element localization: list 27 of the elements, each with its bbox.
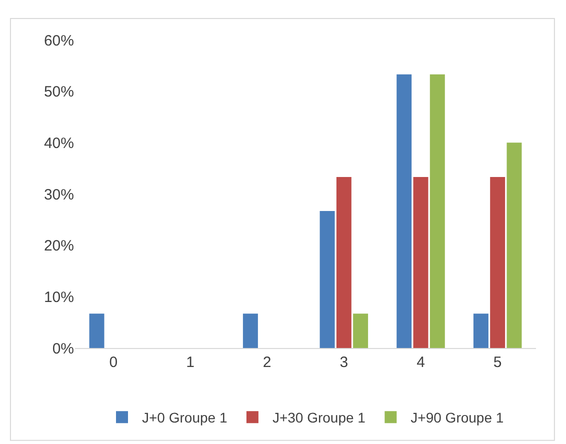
x-tick-label: 1 (186, 354, 194, 371)
x-tick-label: 2 (262, 354, 272, 371)
bar (430, 74, 445, 348)
bar (89, 314, 104, 348)
legend-label: J+0 Groupe 1 (142, 410, 228, 426)
bar (413, 177, 428, 348)
y-tick-label: 40% (44, 134, 74, 152)
x-tick-label: 0 (109, 354, 118, 371)
legend-label: J+30 Groupe 1 (272, 410, 366, 426)
bar (242, 314, 258, 348)
y-tick-label: 20% (44, 238, 74, 255)
bar (353, 314, 368, 348)
y-tick-label: 0% (52, 340, 74, 358)
y-tick-label: 50% (44, 84, 74, 101)
bar (320, 210, 335, 348)
y-tick-label: 60% (44, 32, 74, 50)
bar (506, 142, 522, 348)
bar (473, 314, 488, 348)
y-tick-label: 30% (44, 186, 74, 204)
x-tick-label: 3 (340, 354, 348, 371)
bar (336, 177, 352, 348)
bar (396, 74, 412, 348)
legend-label: J+90 Groupe 1 (410, 410, 504, 426)
y-tick-label: 10% (44, 288, 74, 306)
x-tick-label: 4 (416, 354, 425, 371)
bar (490, 177, 506, 348)
x-tick-label: 5 (493, 354, 502, 371)
